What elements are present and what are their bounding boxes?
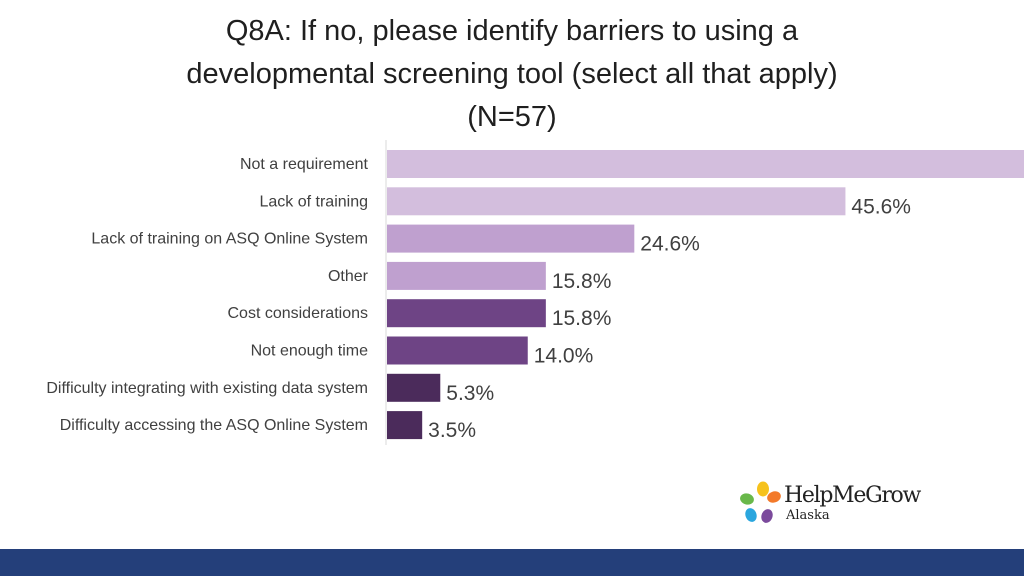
category-label: Difficulty accessing the ASQ Online Syst…	[60, 417, 368, 434]
bar	[387, 299, 546, 328]
value-label: 24.6%	[640, 233, 700, 256]
category-label: Not enough time	[251, 343, 369, 360]
bars-layer: Not a requirement71.9%Lack of training45…	[46, 150, 1024, 442]
category-label: Lack of training	[259, 193, 368, 210]
chart-title: Q8A: If no, please identify barriers to …	[112, 10, 912, 139]
category-label: Difficulty integrating with existing dat…	[46, 380, 368, 397]
bar	[387, 373, 441, 402]
value-label: 15.8%	[552, 307, 612, 330]
flower-petals-icon	[740, 481, 781, 523]
value-label: 14.0%	[534, 345, 594, 368]
category-label: Cost considerations	[227, 305, 368, 322]
help-me-grow-logo: HelpMeGrow Alaska	[736, 480, 946, 530]
value-label: 45.6%	[851, 195, 911, 218]
category-label: Lack of training on ASQ Online System	[91, 231, 368, 248]
logo-wordmark: HelpMeGrow	[784, 483, 921, 508]
bar-chart: Not a requirement71.9%Lack of training45…	[46, 140, 1024, 445]
value-label: 5.3%	[446, 382, 494, 405]
footer-bar	[0, 549, 1024, 576]
chart-title-line-1: Q8A: If no, please identify barriers to …	[225, 15, 799, 47]
bar	[387, 187, 846, 216]
bar	[387, 336, 528, 365]
value-label: 15.8%	[552, 270, 612, 293]
logo-region: Alaska	[786, 508, 830, 523]
bar	[387, 224, 635, 253]
bar	[387, 411, 423, 440]
category-label: Not a requirement	[240, 156, 369, 173]
value-label: 3.5%	[428, 419, 476, 442]
category-label: Other	[328, 268, 369, 285]
bar	[387, 261, 546, 290]
chart-title-line-3: (N=57)	[467, 101, 557, 133]
bar	[387, 150, 1024, 178]
chart-title-line-2: developmental screening tool (select all…	[186, 58, 838, 90]
